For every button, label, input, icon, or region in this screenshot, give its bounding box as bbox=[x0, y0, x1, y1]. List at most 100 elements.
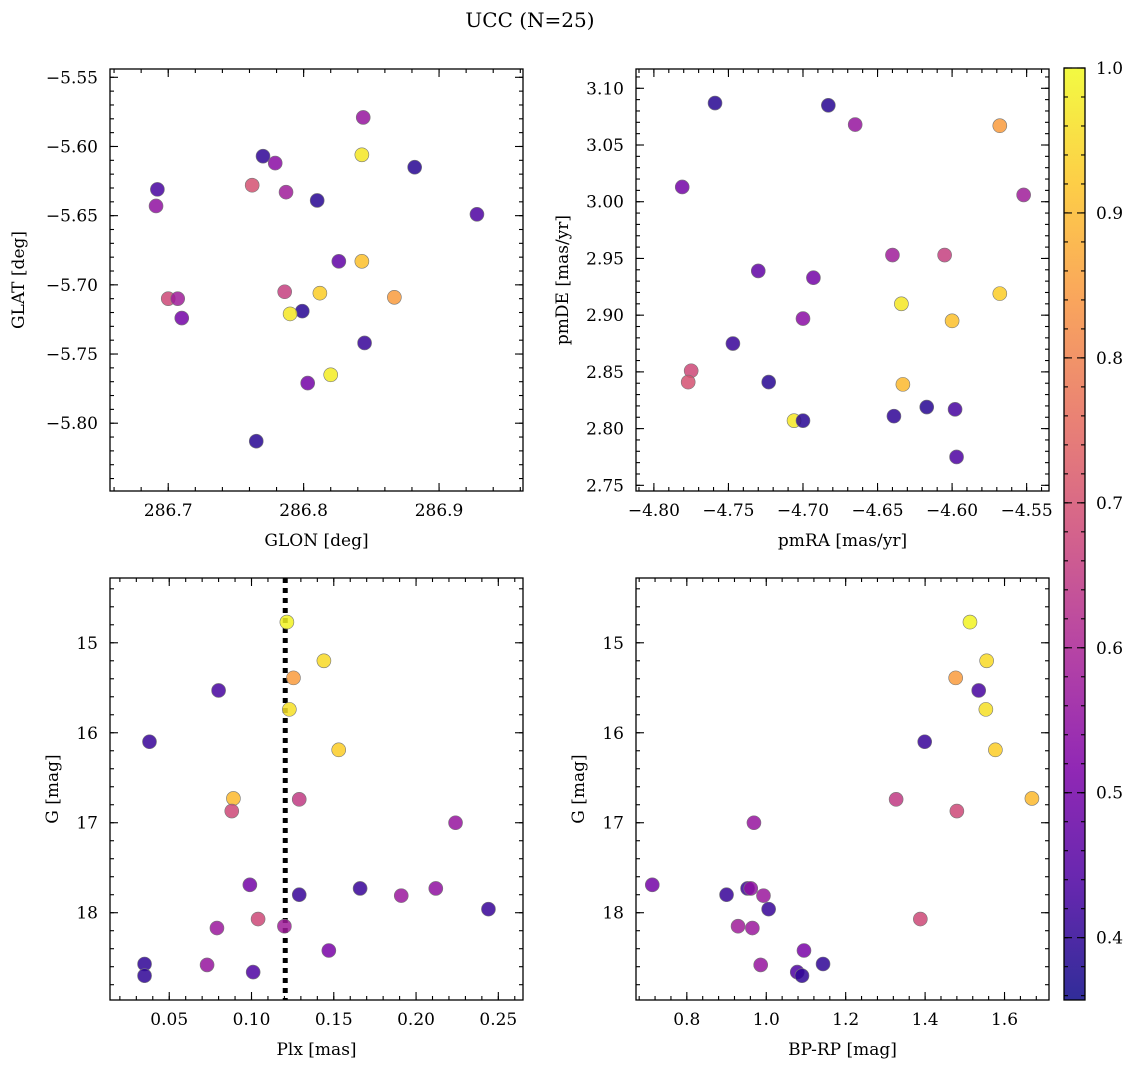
data-point bbox=[242, 877, 258, 893]
panel-bprp-g: 0.8 1.0 1.2 1.4 1.6 15 16 17 18 BP-RP [mag] G [mag… bbox=[569, 577, 1050, 1060]
data-point bbox=[750, 263, 766, 279]
y-axis-label: G [mag] bbox=[569, 754, 589, 823]
y-tick-label: 3.10 bbox=[586, 79, 624, 99]
data-point bbox=[279, 614, 295, 630]
data-point bbox=[1024, 791, 1040, 806]
data-point bbox=[761, 374, 776, 390]
y-tick-label: 3.05 bbox=[586, 136, 624, 156]
data-point bbox=[357, 335, 372, 351]
colorbar-tick-label: 0.5 bbox=[1096, 784, 1123, 804]
data-point bbox=[148, 198, 164, 214]
data-point bbox=[730, 918, 746, 934]
data-point bbox=[428, 881, 444, 896]
data-point bbox=[719, 887, 734, 903]
data-point bbox=[469, 206, 485, 222]
data-point bbox=[291, 792, 307, 807]
figure-title: UCC (N=25) bbox=[465, 8, 594, 32]
x-tick-label: 0.05 bbox=[150, 1010, 188, 1030]
y-tick-label: −5.65 bbox=[46, 207, 98, 227]
x-tick-label: −4.60 bbox=[926, 501, 978, 521]
data-point bbox=[282, 306, 298, 322]
data-point bbox=[282, 702, 297, 717]
data-point bbox=[448, 815, 463, 831]
data-point bbox=[142, 734, 157, 750]
data-point bbox=[746, 815, 762, 831]
data-point bbox=[224, 803, 240, 819]
data-point bbox=[248, 433, 264, 449]
colorbar-gradient bbox=[1064, 68, 1085, 1000]
data-point bbox=[815, 956, 831, 972]
colorbar-tick-label: 1.0 bbox=[1096, 59, 1123, 79]
data-point bbox=[821, 98, 836, 113]
x-axis-label: pmRA [mas/yr] bbox=[778, 531, 907, 551]
data-point bbox=[895, 377, 911, 392]
x-axis-label: GLON [deg] bbox=[264, 531, 368, 551]
colorbar-tick-label: 0.9 bbox=[1096, 204, 1123, 224]
data-point bbox=[278, 184, 294, 200]
data-point bbox=[277, 918, 292, 934]
y-tick-label: 16 bbox=[602, 724, 624, 744]
x-tick-label: 1.6 bbox=[991, 1010, 1018, 1030]
y-tick-label: 17 bbox=[76, 814, 98, 834]
data-point bbox=[888, 792, 904, 807]
data-point bbox=[917, 734, 933, 750]
data-point bbox=[226, 791, 241, 806]
data-point bbox=[949, 449, 964, 465]
x-tick-label: 286.7 bbox=[144, 501, 193, 521]
x-tick-label: 1.0 bbox=[753, 1010, 780, 1030]
data-point bbox=[354, 147, 370, 163]
x-tick-label: 0.25 bbox=[479, 1010, 517, 1030]
data-point bbox=[745, 920, 760, 936]
x-tick-label: 286.9 bbox=[415, 501, 464, 521]
data-point bbox=[250, 911, 266, 927]
panel-pmra-pmde: −4.80 −4.75 −4.70 −4.65 −4.60 −4.55 2.75 2.80 2.… bbox=[553, 68, 1053, 551]
data-point bbox=[294, 303, 310, 319]
axes-frame bbox=[109, 577, 524, 1001]
x-tick-label: −4.80 bbox=[628, 501, 680, 521]
data-point bbox=[211, 683, 226, 698]
y-tick-label: 2.85 bbox=[586, 363, 624, 383]
data-point bbox=[255, 148, 271, 164]
data-point bbox=[949, 803, 965, 819]
colorbar-tick-label: 0.7 bbox=[1096, 494, 1123, 514]
data-point bbox=[323, 367, 339, 383]
x-tick-label: 0.8 bbox=[673, 1010, 700, 1030]
y-axis-label: GLAT [deg] bbox=[9, 231, 29, 329]
y-tick-label: 18 bbox=[76, 904, 98, 924]
data-point bbox=[316, 653, 332, 669]
data-point bbox=[947, 402, 963, 417]
data-point bbox=[913, 911, 928, 927]
data-point bbox=[481, 901, 496, 917]
x-tick-label: −4.75 bbox=[702, 501, 754, 521]
data-point bbox=[795, 311, 811, 326]
data-point bbox=[331, 742, 347, 758]
data-point bbox=[267, 155, 283, 171]
data-point bbox=[937, 247, 952, 263]
y-tick-label: −5.70 bbox=[46, 276, 98, 296]
panel-glon-glat: 286.7 286.8 286.9 −5.55 −5.60 −5.65 −5.70 −5.75… bbox=[9, 68, 524, 551]
x-tick-label: 1.2 bbox=[832, 1010, 859, 1030]
data-point bbox=[680, 374, 696, 390]
data-point bbox=[761, 901, 776, 917]
axes-frame bbox=[635, 68, 1050, 492]
data-point bbox=[948, 670, 963, 686]
data-point bbox=[794, 968, 810, 984]
data-point bbox=[944, 313, 960, 329]
data-point bbox=[387, 289, 402, 305]
data-point bbox=[753, 957, 768, 973]
y-tick-label: 2.75 bbox=[586, 476, 624, 496]
data-point bbox=[885, 247, 900, 263]
data-point bbox=[393, 888, 409, 903]
panel-plx-g: 0.05 0.10 0.15 0.20 0.25 15 16 17 18 Plx [mas] G [… bbox=[43, 577, 524, 1060]
data-point bbox=[199, 957, 215, 973]
data-point bbox=[725, 336, 741, 351]
data-point bbox=[992, 118, 1008, 134]
data-point bbox=[971, 683, 987, 698]
colorbar-tick-label: 0.8 bbox=[1096, 349, 1123, 369]
data-point bbox=[137, 968, 152, 984]
data-point bbox=[245, 964, 261, 980]
colorbar: 0.4 0.5 0.6 0.7 0.8 0.9 1.0 bbox=[1063, 59, 1123, 1001]
data-point bbox=[244, 177, 260, 193]
data-point bbox=[707, 95, 723, 111]
